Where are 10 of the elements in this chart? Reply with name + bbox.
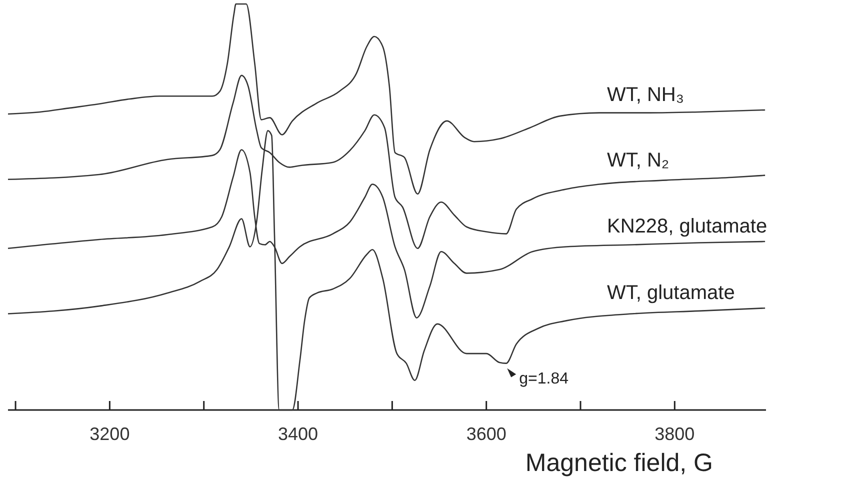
x-tick-label: 3200 [90,424,130,444]
series-label: WT, glutamate [607,282,735,304]
series-label: WT, N₂ [607,149,670,172]
x-tick-label: 3800 [654,424,695,444]
x-tick-label: 3400 [278,424,318,444]
x-axis-title: Magnetic field, G [525,449,713,477]
x-tick-label: 3600 [466,424,506,444]
series-label: KN228, glutamate [607,216,768,238]
annotation: g=1.84 [519,370,569,388]
series-label: WT, NH₃ [607,84,684,106]
